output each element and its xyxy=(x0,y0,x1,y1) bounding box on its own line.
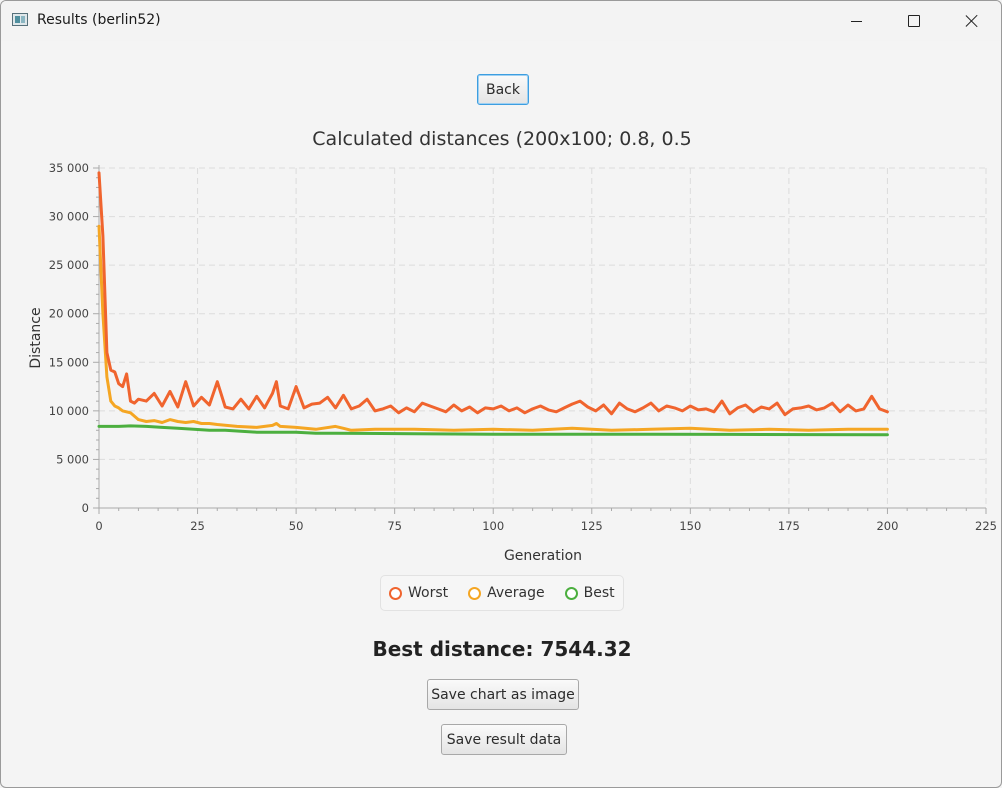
y-tick-label: 5 000 xyxy=(56,452,89,466)
x-axis-label: Generation xyxy=(504,548,582,564)
distance-chart: 0 5 000 10 000 15 000 20 000 25 000 30 000 35 0… xyxy=(28,161,997,564)
plot-background xyxy=(99,168,986,508)
chart-legend: Worst Average Best xyxy=(380,575,624,611)
x-tick-label: 50 xyxy=(289,519,304,533)
x-tick-label: 150 xyxy=(679,519,701,533)
y-tick-label: 30 000 xyxy=(49,210,89,224)
app-icon xyxy=(12,13,28,26)
x-tick-label: 175 xyxy=(778,519,800,533)
window-title: Results (berlin52) xyxy=(37,12,161,28)
y-axis-label: Distance xyxy=(28,307,44,368)
x-tick-label: 225 xyxy=(975,519,997,533)
minimize-button[interactable] xyxy=(827,1,885,41)
legend-marker-best xyxy=(564,586,578,600)
legend-label-average: Average xyxy=(487,585,545,601)
chart-series xyxy=(97,171,889,437)
back-button[interactable]: Back xyxy=(477,74,529,105)
legend-item-average: Average xyxy=(468,585,545,601)
legend-label-best: Best xyxy=(583,585,615,601)
chart-title: Calculated distances (200x100; 0.8, 0.5 xyxy=(312,128,692,150)
chart-grid xyxy=(99,167,987,508)
chart-axes: 0 5 000 10 000 15 000 20 000 25 000 30 000 35 0… xyxy=(49,161,997,533)
x-tick-label: 75 xyxy=(387,519,402,533)
title-bar: Results (berlin52) xyxy=(1,1,1001,41)
save-result-data-button[interactable]: Save result data xyxy=(441,724,567,755)
y-tick-label: 10 000 xyxy=(49,404,89,418)
y-tick-label: 15 000 xyxy=(49,355,89,369)
y-tick-label: 25 000 xyxy=(49,258,89,272)
series-line-best xyxy=(97,424,889,437)
series-line-average xyxy=(97,224,889,432)
y-tick-label: 0 xyxy=(82,501,89,515)
legend-marker-average xyxy=(468,586,482,600)
x-tick-label: 125 xyxy=(581,519,603,533)
legend-item-best: Best xyxy=(564,585,615,601)
series-line-worst xyxy=(97,171,889,417)
legend-marker-worst xyxy=(389,586,402,600)
best-distance-label: Best distance: 7544.32 xyxy=(372,637,632,661)
minimize-icon xyxy=(850,20,862,22)
close-icon xyxy=(965,14,979,28)
x-tick-label: 25 xyxy=(190,519,205,533)
x-tick-label: 200 xyxy=(876,519,898,533)
x-tick-label: 100 xyxy=(482,519,504,533)
maximize-button[interactable] xyxy=(885,1,943,41)
y-tick-label: 20 000 xyxy=(49,307,89,321)
save-chart-image-button[interactable]: Save chart as image xyxy=(427,679,579,710)
legend-item-worst: Worst xyxy=(389,585,448,601)
legend-label-worst: Worst xyxy=(408,585,449,601)
y-tick-label: 35 000 xyxy=(49,161,89,175)
close-button[interactable] xyxy=(943,1,1001,41)
maximize-icon xyxy=(908,15,920,27)
x-tick-label: 0 xyxy=(95,519,102,533)
